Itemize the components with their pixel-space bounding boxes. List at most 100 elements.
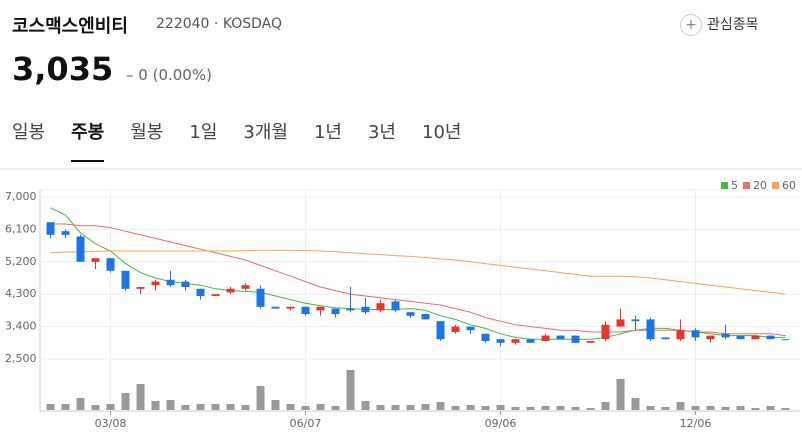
- candle-body: [586, 341, 595, 343]
- x-tick-label: 06/07: [290, 417, 322, 430]
- candle-body: [451, 326, 460, 332]
- candle-body: [361, 306, 370, 313]
- y-tick-label: 6,100: [5, 222, 37, 235]
- volume-bar: [241, 405, 250, 410]
- volume-bar: [736, 406, 745, 410]
- tab[interactable]: 1년: [313, 122, 342, 143]
- candle-body: [631, 319, 640, 322]
- candle-body: [736, 335, 745, 340]
- legend-label: 60: [782, 179, 796, 192]
- candle-body: [181, 281, 190, 287]
- candle-body: [331, 308, 340, 314]
- volume-bar: [136, 384, 145, 410]
- volume-bar: [706, 406, 715, 410]
- volume-bar: [286, 404, 295, 410]
- volume-bar: [226, 404, 235, 410]
- volume-bar: [46, 404, 55, 410]
- volume-bar: [151, 401, 160, 410]
- volume-bar: [631, 398, 640, 410]
- stock-name: 코스맥스엔비티: [12, 16, 128, 37]
- volume-bar: [376, 405, 385, 410]
- legend-label: 5: [731, 179, 738, 192]
- volume-bar: [766, 406, 775, 410]
- watch-button[interactable]: + 관심종목: [680, 14, 759, 36]
- candle-body: [526, 339, 535, 343]
- candle-body: [376, 303, 385, 311]
- stock-code: 222040 · KOSDAQ: [156, 16, 283, 32]
- volume-bar: [166, 400, 175, 410]
- candle-body: [391, 301, 400, 311]
- volume-bar: [541, 406, 550, 410]
- tab[interactable]: 10년: [422, 122, 462, 143]
- volume-bar: [406, 405, 415, 410]
- candle-body: [346, 308, 355, 311]
- tab[interactable]: 3년: [367, 122, 396, 143]
- candle-body: [226, 288, 235, 293]
- watch-label: 관심종목: [707, 17, 759, 33]
- candle-body: [646, 319, 655, 340]
- candle-body: [661, 337, 670, 340]
- candle-body: [721, 333, 730, 338]
- candle-body: [436, 321, 445, 340]
- candle-body: [301, 306, 310, 314]
- candle-body: [556, 335, 565, 340]
- candle-body: [151, 281, 160, 286]
- tab[interactable]: 3개월: [243, 122, 288, 143]
- candle-body: [121, 270, 130, 289]
- volume-bar: [271, 400, 280, 410]
- volume-bar: [586, 408, 595, 410]
- ma-line: [50, 207, 786, 340]
- candle-body: [196, 288, 205, 296]
- volume-bar: [571, 407, 580, 410]
- change: – 0 (0.00%): [126, 66, 212, 84]
- candle-body: [76, 236, 85, 262]
- candle-body: [286, 306, 295, 309]
- volume-bar: [661, 407, 670, 410]
- candle-body: [46, 222, 55, 235]
- candle-body: [691, 330, 700, 338]
- volume-bar: [316, 404, 325, 410]
- candle-body: [541, 335, 550, 341]
- volume-bar: [466, 405, 475, 410]
- y-tick-label: 5,200: [5, 255, 37, 268]
- volume-bar: [481, 406, 490, 410]
- volume-bar: [436, 402, 445, 410]
- x-tick-label: 12/06: [680, 417, 712, 430]
- volume-bar: [646, 406, 655, 410]
- tab[interactable]: 일봉: [12, 122, 46, 143]
- x-tick-label: 09/06: [485, 417, 517, 430]
- x-tick-label: 03/08: [95, 417, 127, 430]
- candle-body: [496, 339, 505, 343]
- volume-bar: [391, 405, 400, 410]
- candle-body: [676, 330, 685, 340]
- change-value: 0 (0.00%): [138, 66, 212, 84]
- candle-body: [481, 333, 490, 341]
- ma-line: [50, 249, 786, 295]
- candle-body: [616, 319, 625, 327]
- volume-bar: [91, 405, 100, 410]
- candle-body: [706, 335, 715, 340]
- candle-body: [511, 339, 520, 343]
- volume-bar: [196, 404, 205, 410]
- volume-bar: [676, 402, 685, 410]
- candle-body: [601, 324, 610, 340]
- code: 222040: [156, 16, 210, 32]
- candle-body: [466, 326, 475, 331]
- tab[interactable]: 주봉: [71, 118, 105, 162]
- candle-body: [406, 312, 415, 316]
- candle-body: [571, 335, 580, 343]
- ma-line: [50, 223, 786, 337]
- volume-bar: [211, 404, 220, 410]
- volume-bar: [106, 404, 115, 410]
- tab[interactable]: 월봉: [130, 122, 164, 143]
- volume-bar: [556, 406, 565, 410]
- volume-bar: [61, 404, 70, 410]
- volume-bar: [301, 406, 310, 410]
- tab[interactable]: 1일: [189, 122, 218, 143]
- candle-body: [256, 288, 265, 307]
- candle-body: [91, 258, 100, 262]
- volume-bar: [361, 401, 370, 410]
- volume-bar: [451, 406, 460, 410]
- legend-swatch: [721, 182, 728, 189]
- candle-body: [751, 335, 760, 340]
